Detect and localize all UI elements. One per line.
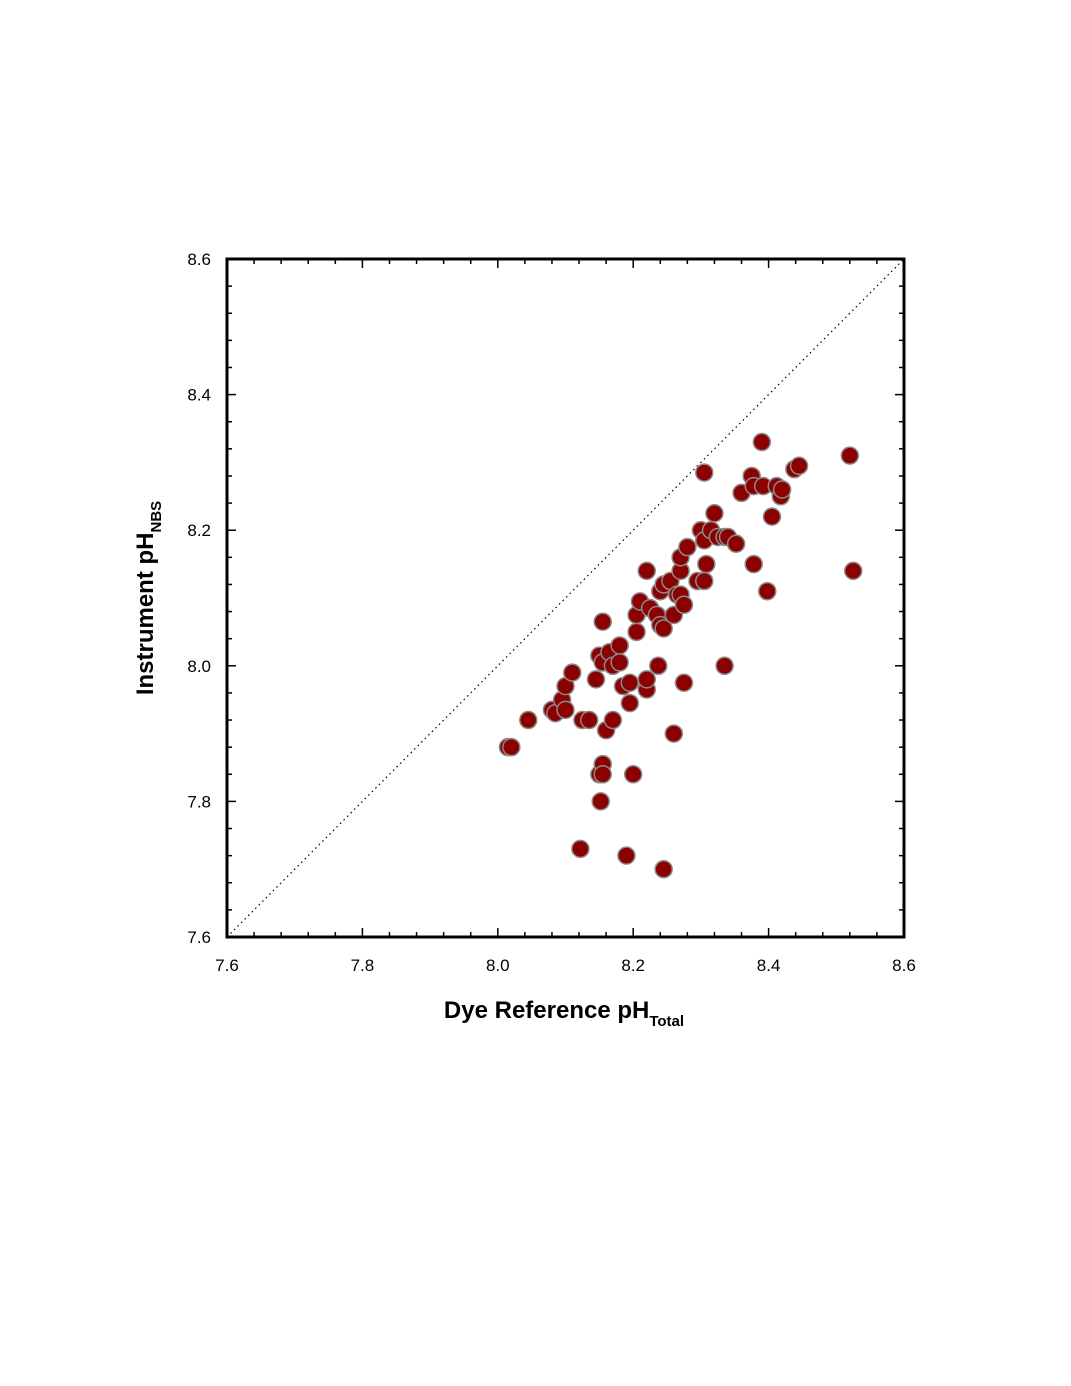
data-point	[519, 710, 538, 730]
data-point	[617, 846, 636, 865]
y-tick-label: 7.8	[187, 792, 211, 811]
y-tick-labels: 7.6 7.8 8.0 8.2 8.4 8.6	[187, 250, 211, 947]
data-point	[678, 537, 697, 557]
y-axis-title-subscript: NBS	[148, 501, 165, 533]
y-tick-label: 8.6	[187, 250, 211, 269]
reference-line-layer	[226, 258, 905, 938]
data-point	[610, 636, 629, 655]
data-point	[563, 663, 582, 682]
x-tick-label: 8.6	[892, 956, 916, 975]
x-tick-labels: 7.6 7.8 8.0 8.2 8.4 8.6	[215, 956, 916, 975]
data-point	[593, 765, 612, 784]
y-axis-title-main: Instrument pH	[132, 533, 159, 696]
data-point	[654, 619, 673, 638]
x-axis-title-main: Dye Reference pH	[444, 997, 649, 1024]
data-point	[762, 507, 782, 526]
x-tick-label: 7.6	[215, 956, 239, 975]
x-tick-label: 8.0	[486, 956, 510, 975]
data-point	[697, 554, 716, 574]
data-point	[752, 432, 772, 452]
data-point	[674, 673, 694, 692]
data-point	[591, 792, 610, 811]
data-point	[586, 670, 606, 689]
data-point	[627, 622, 646, 642]
data-point	[789, 456, 809, 476]
data-point	[674, 595, 694, 615]
y-tick-label: 8.4	[187, 386, 211, 405]
plot-frame	[225, 257, 906, 939]
data-point	[603, 710, 623, 730]
data-point	[637, 561, 656, 581]
data-point	[620, 693, 640, 713]
data-point	[715, 656, 734, 676]
data-point	[772, 480, 792, 499]
ticks-layer	[226, 258, 905, 938]
y-axis-title: Instrument pHNBS	[132, 501, 165, 695]
data-point	[840, 446, 860, 465]
data-point	[502, 737, 521, 757]
data-point	[610, 653, 629, 672]
x-tick-label: 8.4	[757, 956, 781, 975]
data-point	[648, 656, 668, 676]
data-point	[593, 612, 612, 631]
data-point	[579, 710, 599, 730]
one-to-one-line	[226, 258, 905, 938]
x-tick-label: 8.2	[621, 956, 645, 975]
data-point	[726, 534, 746, 554]
data-point	[664, 724, 684, 743]
data-point	[695, 571, 714, 591]
data-point	[623, 765, 643, 784]
data-point	[744, 554, 763, 574]
x-axis-title: Dye Reference pHTotal	[444, 997, 684, 1030]
x-tick-label: 7.8	[351, 956, 375, 975]
data-point	[620, 673, 640, 692]
y-tick-label: 8.0	[187, 657, 211, 676]
data-point	[705, 504, 724, 523]
data-point	[571, 839, 590, 859]
data-point	[695, 463, 714, 482]
x-axis-title-subscript: Total	[649, 1013, 684, 1030]
data-point	[843, 561, 863, 581]
data-point	[556, 700, 575, 720]
data-point	[757, 581, 777, 601]
y-tick-label: 7.6	[187, 928, 211, 947]
data-point	[654, 859, 673, 879]
y-tick-label: 8.2	[187, 521, 211, 540]
data-point	[637, 670, 656, 689]
points-layer	[498, 432, 863, 879]
